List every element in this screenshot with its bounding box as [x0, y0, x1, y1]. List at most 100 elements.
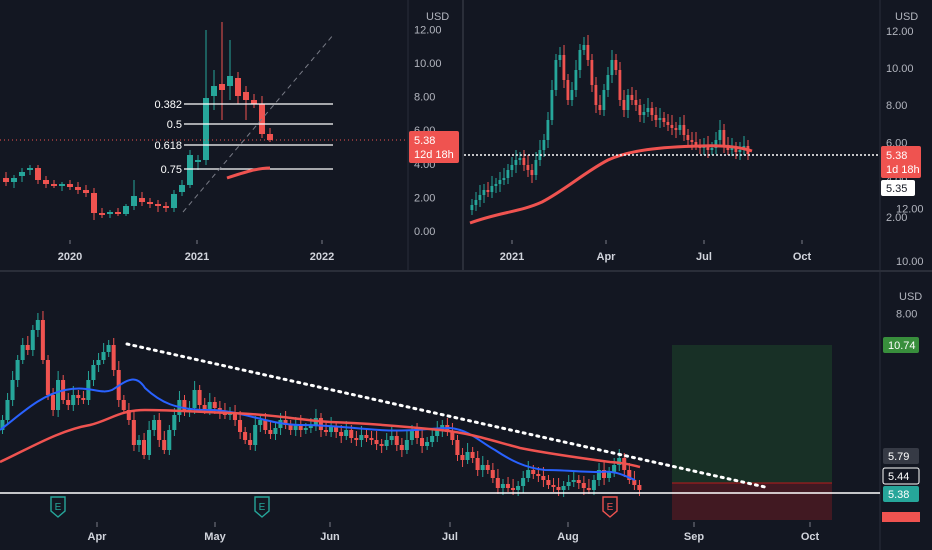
candle-b-32: [598, 105, 602, 110]
candle-c-125: [632, 480, 637, 485]
candle-b-48: [662, 118, 666, 122]
candle-b-15: [530, 170, 534, 175]
candle-b-61: [714, 140, 718, 148]
candle-c-26: [131, 420, 136, 445]
candle-c-104: [526, 470, 531, 478]
candle-a-27: [219, 84, 225, 90]
candle-b-49: [666, 122, 670, 125]
candle-b-10: [510, 165, 514, 170]
candle-a-4: [35, 168, 41, 180]
candle-c-4: [20, 345, 25, 360]
candle-b-7: [498, 180, 502, 184]
moving-average-red-c: [0, 408, 641, 469]
y-tick-b-3: 8.00: [886, 100, 907, 112]
y-tick-c-2: 12.00: [896, 204, 924, 216]
price-tag-c-1: [883, 448, 919, 464]
candle-c-100: [505, 484, 510, 488]
candle-b-4: [486, 190, 490, 192]
x-tick-c-2: Jun: [320, 531, 340, 543]
candle-c-115: [581, 483, 586, 488]
candle-c-39: [197, 390, 202, 405]
candle-c-84: [425, 442, 430, 446]
candle-c-82: [414, 430, 419, 438]
candle-c-19: [96, 360, 101, 365]
candle-c-80: [404, 440, 409, 450]
candle-c-42: [212, 402, 217, 408]
candle-c-117: [591, 480, 596, 490]
candle-b-37: [618, 70, 622, 100]
candle-c-71: [359, 435, 364, 440]
candle-c-65: [328, 426, 334, 432]
y-tick-b-4: 10.00: [886, 63, 914, 75]
candle-c-66: [334, 426, 339, 432]
candle-c-3: [15, 360, 20, 380]
currency-label-a: USD: [426, 11, 449, 23]
candle-c-111: [561, 486, 566, 490]
candle-c-70: [354, 438, 359, 440]
candle-c-33: [167, 430, 172, 450]
candle-a-6: [51, 184, 57, 186]
x-tick-c-6: Oct: [801, 531, 820, 543]
candle-c-38: [192, 390, 197, 408]
candle-b-36: [614, 60, 618, 70]
candle-a-30: [243, 92, 249, 100]
x-tick-b-3: Oct: [793, 251, 812, 263]
candle-a-8: [67, 184, 73, 187]
candle-c-108: [546, 480, 551, 485]
candle-a-23: [187, 155, 193, 185]
candle-b-11: [514, 160, 518, 165]
candle-c-105: [531, 470, 536, 474]
candle-c-51: [258, 420, 263, 425]
candle-b-50: [670, 125, 674, 128]
candle-a-2: [19, 172, 25, 176]
currency-label-c: USD: [899, 291, 922, 303]
candle-c-60: [303, 428, 308, 430]
candle-b-16: [534, 160, 538, 175]
price-tag-c-label-2: 5.44: [888, 471, 909, 483]
candle-a-10: [83, 190, 89, 193]
cut-off-red-tag: [882, 512, 920, 522]
candle-b-20: [550, 90, 554, 120]
moving-average-red-b: [469, 144, 753, 225]
fib-label-3: 0.75: [161, 164, 182, 176]
candle-c-9: [45, 360, 50, 395]
candle-c-89: [450, 432, 455, 440]
candle-b-53: [682, 125, 686, 135]
candle-c-14: [71, 395, 76, 405]
price-tag-c-label-1: 5.79: [888, 451, 909, 463]
candle-c-52: [263, 420, 268, 430]
x-tick-c-1: May: [204, 531, 226, 543]
price-tag-a-price: 5.38: [414, 135, 435, 147]
candle-c-98: [495, 478, 500, 488]
x-tick-c-0: Apr: [88, 531, 108, 543]
candle-c-90: [455, 440, 460, 455]
x-tick-a-1: 2021: [185, 251, 209, 263]
candle-a-29: [235, 78, 241, 96]
candle-b-29: [586, 45, 590, 60]
candle-c-5: [25, 345, 30, 350]
candle-c-16: [81, 398, 86, 400]
candle-c-15: [76, 395, 81, 398]
x-tick-b-1: Apr: [597, 251, 617, 263]
candle-c-109: [551, 485, 556, 487]
earnings-marker-label-2: E: [607, 502, 614, 513]
x-tick-c-4: Aug: [557, 531, 578, 543]
candle-b-6: [494, 184, 498, 186]
candle-b-19: [546, 120, 550, 140]
candle-c-124: [627, 470, 632, 480]
candle-c-72: [364, 435, 369, 438]
candle-b-0: [470, 205, 474, 210]
candle-b-35: [610, 60, 614, 75]
candle-c-11: [56, 380, 61, 410]
candle-b-44: [646, 108, 650, 112]
candle-c-77: [389, 436, 394, 440]
earnings-marker-1: [254, 496, 270, 518]
candle-c-76: [384, 440, 389, 446]
x-tick-c-5: Sep: [684, 531, 704, 543]
candle-c-121: [612, 465, 617, 472]
candle-c-67: [339, 432, 344, 436]
candle-c-118: [596, 470, 601, 480]
candle-b-67: [738, 150, 742, 152]
